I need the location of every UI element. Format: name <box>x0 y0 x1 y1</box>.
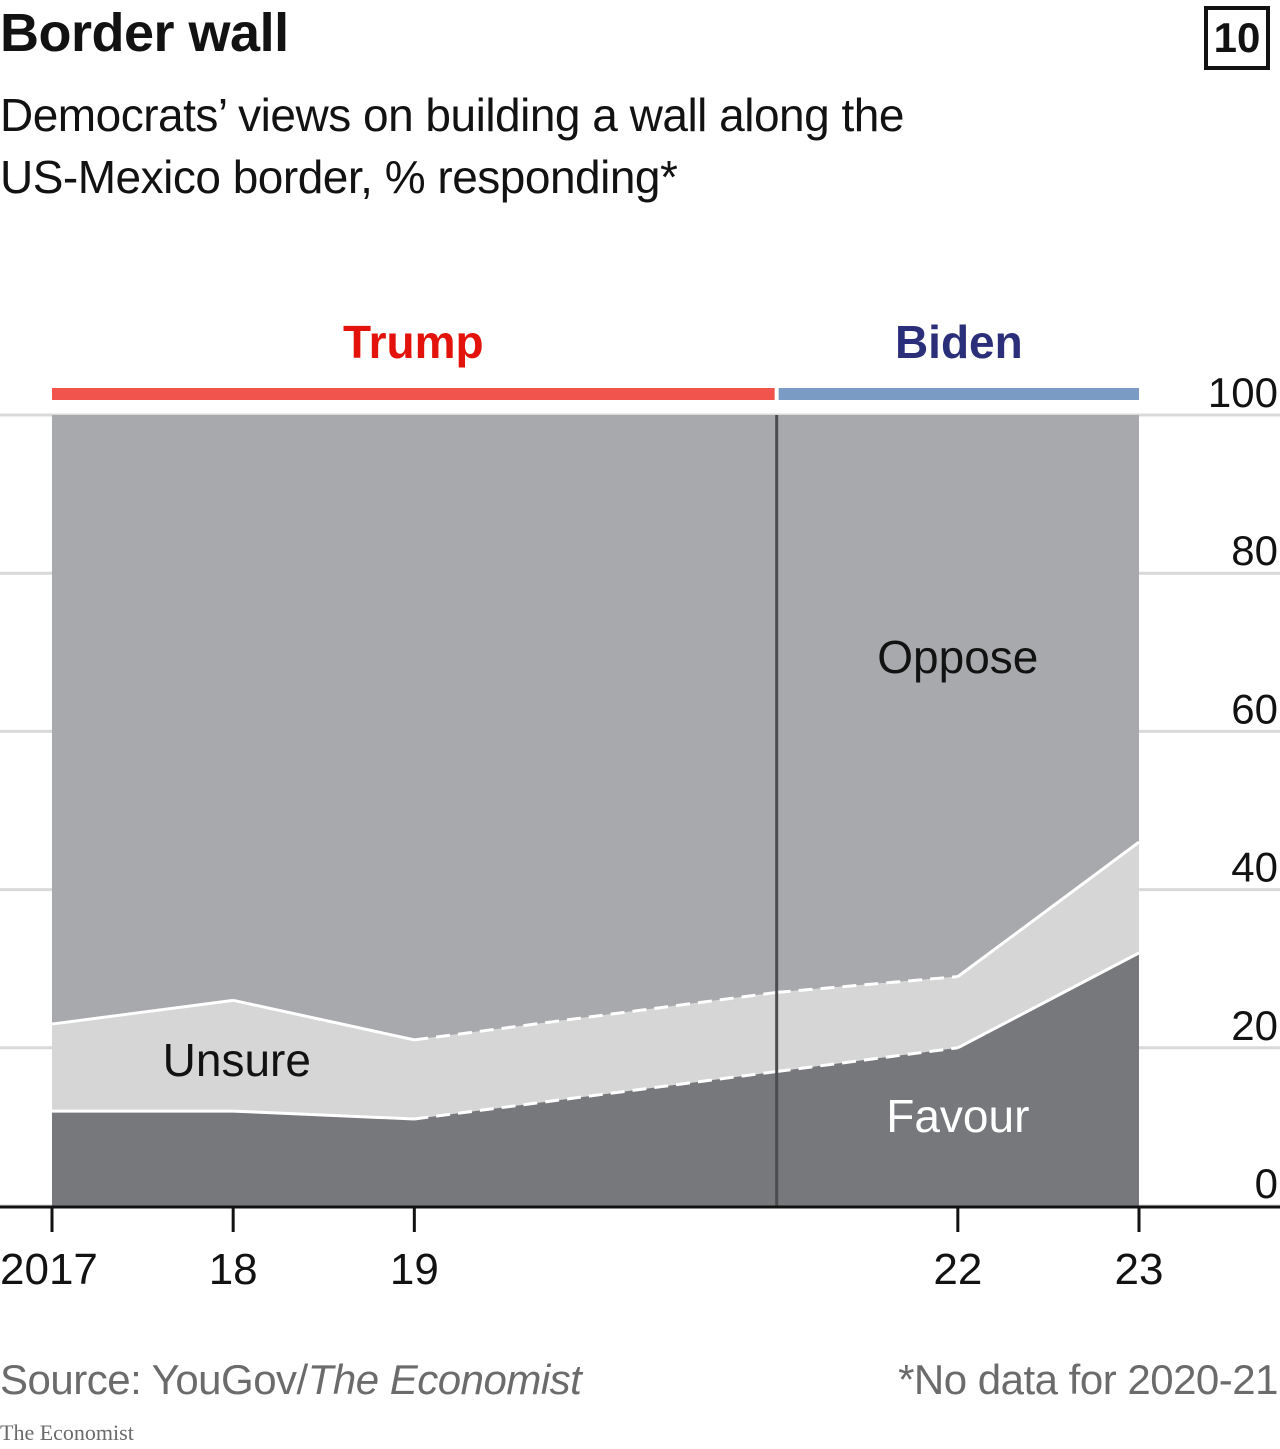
stacked-area-chart: Trump Biden 0 20 40 60 80 100 2017 18 19 22 23 Oppose… <box>0 316 1280 1294</box>
x-tick-label: 19 <box>390 1245 439 1294</box>
brand-logo-text: The Economist <box>0 1420 134 1445</box>
period-label-biden: Biden <box>895 316 1023 368</box>
period-bar-trump <box>52 388 775 400</box>
y-tick-label: 100 <box>1208 369 1278 416</box>
series-label-oppose: Oppose <box>877 631 1038 683</box>
source-prefix: Source: YouGov/ <box>0 1356 308 1403</box>
y-tick-label: 0 <box>1255 1160 1278 1207</box>
y-tick-label: 40 <box>1231 844 1278 891</box>
x-tick-label: 22 <box>933 1245 982 1294</box>
source-publication: The Economist <box>307 1356 582 1403</box>
y-tick-label: 80 <box>1231 527 1278 574</box>
boundary-unsure-oppose <box>414 990 777 1042</box>
boundary-favour-unsure <box>233 1109 415 1121</box>
area-unsure <box>52 842 1139 1119</box>
x-tick-label: 2017 <box>0 1245 98 1294</box>
boundary-favour-unsure <box>957 951 1140 1050</box>
boundary-unsure-oppose <box>956 840 1140 978</box>
chart-subtitle: Democrats’ views on building a wall alon… <box>0 89 904 203</box>
boundary-unsure-oppose <box>776 975 958 994</box>
boundary-unsure-oppose <box>232 998 415 1042</box>
series-label-favour: Favour <box>886 1090 1029 1142</box>
footnote: *No data for 2020-21 <box>898 1356 1278 1403</box>
period-label-trump: Trump <box>343 316 484 368</box>
x-tick-label: 23 <box>1115 1245 1164 1294</box>
series-label-unsure: Unsure <box>163 1034 311 1086</box>
area-oppose <box>52 415 1139 1040</box>
source-note: Source: YouGov/The Economist <box>0 1356 582 1404</box>
boundary-unsure-oppose <box>51 998 234 1026</box>
x-tick-label: 18 <box>209 1245 258 1294</box>
y-tick-label: 60 <box>1231 685 1278 732</box>
chart-number-badge: 10 <box>1204 6 1270 70</box>
y-tick-label: 20 <box>1231 1002 1278 1049</box>
area-favour <box>52 952 1139 1206</box>
boundary-favour-unsure <box>414 1070 777 1121</box>
boundary-favour-unsure <box>776 1046 959 1074</box>
chart-title: Border wall <box>0 3 289 63</box>
period-bar-biden <box>778 388 1139 400</box>
